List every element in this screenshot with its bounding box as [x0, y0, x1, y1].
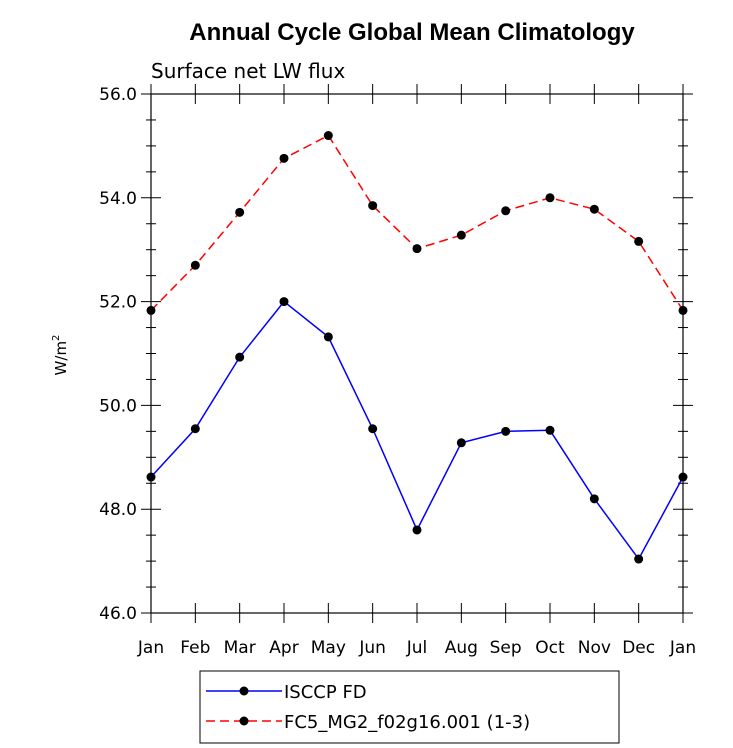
x-tick-label: Mar	[224, 638, 256, 658]
series-0-point	[146, 472, 156, 482]
series-0-point	[456, 438, 466, 448]
x-tick-label: Jan	[669, 638, 696, 658]
series-1-point	[412, 244, 422, 254]
x-tick-label: Apr	[269, 638, 298, 658]
x-tick-label: Feb	[180, 638, 210, 658]
series-1-point	[545, 193, 555, 203]
series-0-point	[634, 554, 644, 564]
legend-box	[199, 670, 620, 744]
series-1-point	[279, 153, 289, 163]
series-line-0	[150, 300, 684, 561]
x-tick-label: Dec	[622, 638, 655, 658]
x-tick-label: Jan	[137, 638, 164, 658]
x-tick-label: Oct	[535, 638, 565, 658]
series-1-point	[589, 204, 599, 214]
legend-swatch-marker	[239, 686, 249, 696]
svg-text:W/m2: W/m2	[51, 335, 70, 376]
y-tick-labels: 46.0 48.0 50.0 52.0 54.0 56.0	[99, 85, 137, 624]
chart-title: Annual Cycle Global Mean Climatology	[189, 19, 635, 46]
y-tick-label: 50.0	[99, 396, 137, 416]
x-tick-label: Jun	[358, 638, 386, 658]
series-0-point	[678, 472, 688, 482]
y-tick-label: 46.0	[99, 604, 137, 624]
series-0-point	[368, 424, 378, 434]
x-tick-label: Jul	[406, 638, 428, 658]
y-axis-label-superscript: 2	[51, 335, 62, 341]
series-0-point	[589, 494, 599, 504]
y-tick-label: 52.0	[99, 293, 137, 313]
series-0-point	[323, 332, 333, 342]
y-axis-label: W/m2	[51, 335, 70, 376]
legend-label: ISCCP FD	[284, 682, 367, 703]
series-1-point	[456, 230, 466, 240]
x-tick-labels: Jan Feb Mar Apr May Jun Jul Aug Sep Oct Nov Dec Jan	[137, 638, 696, 658]
y-axis-label-text: W/m	[52, 341, 70, 376]
x-tick-label: Nov	[578, 638, 611, 658]
series-0-point	[412, 525, 422, 535]
chart-subtitle: Surface net LW flux	[151, 59, 345, 83]
series-0-point	[545, 425, 555, 435]
series-layer	[146, 131, 688, 564]
series-1-point	[501, 206, 511, 216]
legend-swatch-marker	[239, 716, 249, 726]
y-tick-label: 54.0	[99, 189, 137, 209]
series-0-point	[501, 426, 511, 436]
series-0-point	[279, 297, 289, 307]
series-1-point	[190, 260, 200, 270]
series-1-point	[368, 201, 378, 211]
series-0-point	[190, 424, 200, 434]
x-tick-label: Aug	[445, 638, 478, 658]
legend: ISCCP FD FC5_MG2_f02g16.001 (1-3)	[199, 670, 620, 744]
y-tick-label: 48.0	[99, 500, 137, 520]
legend-label: FC5_MG2_f02g16.001 (1-3)	[284, 712, 530, 733]
x-tick-label: May	[311, 638, 346, 658]
series-1-point	[235, 207, 245, 217]
series-1-point	[323, 131, 333, 141]
plot-frame	[150, 93, 684, 614]
series-1-point	[678, 305, 688, 315]
series-0-point	[235, 352, 245, 362]
series-line-1	[150, 134, 684, 311]
x-tick-label: Sep	[490, 638, 522, 658]
y-tick-label: 56.0	[99, 85, 137, 105]
series-1-point	[634, 236, 644, 246]
axis-ticks	[141, 84, 693, 623]
series-1-point	[146, 305, 156, 315]
